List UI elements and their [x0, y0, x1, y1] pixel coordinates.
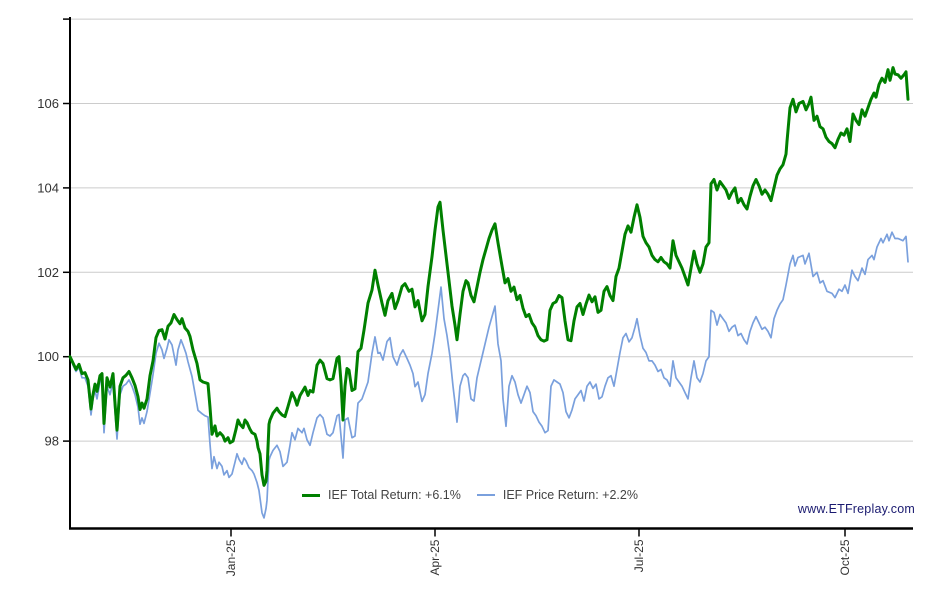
price-return-label: IEF Price Return: +2.2%	[502, 488, 638, 502]
y-axis-label: 98	[45, 434, 59, 449]
legend-item-total-return: IEF Total Return: +6.1%	[302, 488, 461, 502]
total-return-label: IEF Total Return: +6.1%	[328, 488, 461, 502]
x-axis-label: Jan-25	[224, 539, 238, 576]
price-return-line	[69, 231, 909, 519]
legend-item-price-return: IEF Price Return: +2.2%	[476, 488, 638, 502]
total-return-line	[68, 66, 910, 487]
y-axis-label: 106	[37, 96, 59, 111]
y-axis-label: 104	[37, 180, 59, 195]
chart-legend: IEF Total Return: +6.1% IEF Price Return…	[0, 488, 940, 502]
price-return-swatch	[476, 494, 495, 496]
x-axis-label: Apr-25	[428, 539, 442, 575]
x-axis-label: Jul-25	[632, 539, 646, 572]
y-axis-label: 100	[37, 349, 59, 364]
x-axis-label: Oct-25	[838, 539, 852, 575]
y-axis-label: 102	[37, 265, 59, 280]
watermark: www.ETFreplay.com	[797, 502, 915, 516]
total-return-swatch	[302, 493, 321, 497]
